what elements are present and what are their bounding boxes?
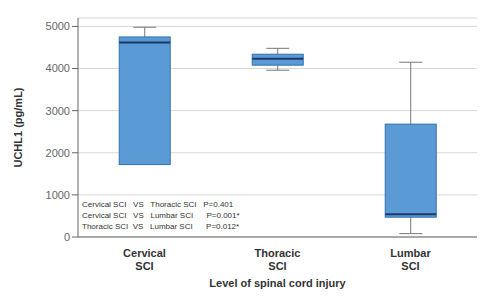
- svg-text:Level of spinal cord injury: Level of spinal cord injury: [209, 277, 346, 289]
- svg-text:CervicalSCI: CervicalSCI: [123, 247, 166, 272]
- svg-text:UCHL1 (pg/mL): UCHL1 (pg/mL): [12, 87, 24, 167]
- svg-text:4000: 4000: [46, 62, 70, 74]
- svg-text:LumbarSCI: LumbarSCI: [390, 247, 431, 272]
- svg-text:3000: 3000: [46, 105, 70, 117]
- html-text:Cervical SCI VS Thoracic SCI P: Cervical SCI VS Thoracic SCI P=0.401 Cer…: [82, 200, 240, 231]
- svg-text:2000: 2000: [46, 147, 70, 159]
- svg-text:1000: 1000: [46, 189, 70, 201]
- svg-text:ThoracicSCI: ThoracicSCI: [255, 247, 301, 272]
- svg-text:5000: 5000: [46, 20, 70, 32]
- svg-text:0: 0: [64, 231, 70, 243]
